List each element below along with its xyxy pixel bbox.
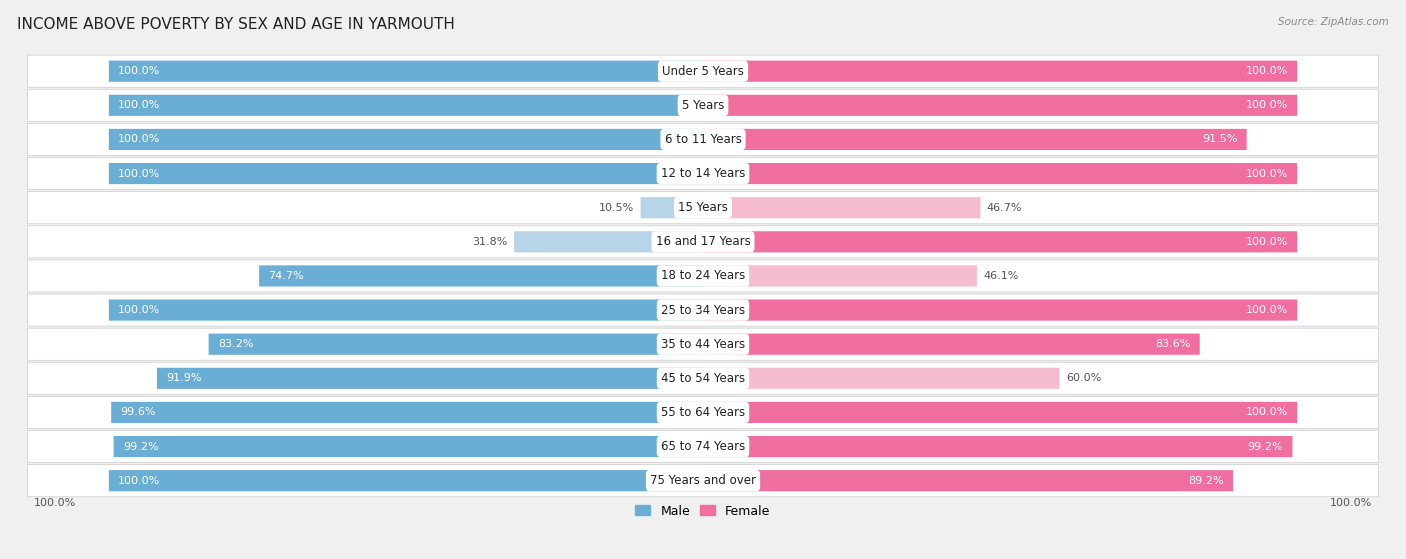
Text: 55 to 64 Years: 55 to 64 Years <box>661 406 745 419</box>
Text: 91.9%: 91.9% <box>166 373 202 383</box>
Text: 25 to 34 Years: 25 to 34 Years <box>661 304 745 316</box>
FancyBboxPatch shape <box>27 430 1379 463</box>
FancyBboxPatch shape <box>111 402 703 423</box>
Text: 100.0%: 100.0% <box>1246 408 1288 418</box>
Text: 31.8%: 31.8% <box>472 237 508 247</box>
FancyBboxPatch shape <box>108 60 703 82</box>
FancyBboxPatch shape <box>114 436 703 457</box>
Text: 10.5%: 10.5% <box>599 203 634 212</box>
Text: 100.0%: 100.0% <box>118 135 160 144</box>
FancyBboxPatch shape <box>703 163 1298 184</box>
Text: 100.0%: 100.0% <box>1330 498 1372 508</box>
Text: 100.0%: 100.0% <box>1246 305 1288 315</box>
Text: 83.6%: 83.6% <box>1154 339 1191 349</box>
FancyBboxPatch shape <box>641 197 703 218</box>
Text: 45 to 54 Years: 45 to 54 Years <box>661 372 745 385</box>
Text: 89.2%: 89.2% <box>1188 476 1223 486</box>
Text: INCOME ABOVE POVERTY BY SEX AND AGE IN YARMOUTH: INCOME ABOVE POVERTY BY SEX AND AGE IN Y… <box>17 17 454 32</box>
FancyBboxPatch shape <box>157 368 703 389</box>
Text: 91.5%: 91.5% <box>1202 135 1237 144</box>
Text: 65 to 74 Years: 65 to 74 Years <box>661 440 745 453</box>
Legend: Male, Female: Male, Female <box>630 500 776 523</box>
Text: 100.0%: 100.0% <box>118 66 160 76</box>
Text: 6 to 11 Years: 6 to 11 Years <box>665 133 741 146</box>
Text: 100.0%: 100.0% <box>118 476 160 486</box>
FancyBboxPatch shape <box>108 94 703 116</box>
Text: 100.0%: 100.0% <box>1246 66 1288 76</box>
FancyBboxPatch shape <box>27 158 1379 190</box>
Text: 75 Years and over: 75 Years and over <box>650 474 756 487</box>
FancyBboxPatch shape <box>703 60 1298 82</box>
FancyBboxPatch shape <box>108 470 703 491</box>
Text: Source: ZipAtlas.com: Source: ZipAtlas.com <box>1278 17 1389 27</box>
Text: 83.2%: 83.2% <box>218 339 253 349</box>
Text: 74.7%: 74.7% <box>269 271 304 281</box>
FancyBboxPatch shape <box>27 226 1379 258</box>
FancyBboxPatch shape <box>703 266 977 287</box>
Text: 99.6%: 99.6% <box>121 408 156 418</box>
Text: 100.0%: 100.0% <box>118 169 160 178</box>
FancyBboxPatch shape <box>27 396 1379 429</box>
FancyBboxPatch shape <box>703 402 1298 423</box>
FancyBboxPatch shape <box>27 55 1379 87</box>
FancyBboxPatch shape <box>703 470 1233 491</box>
FancyBboxPatch shape <box>27 89 1379 121</box>
FancyBboxPatch shape <box>108 129 703 150</box>
FancyBboxPatch shape <box>703 300 1298 321</box>
Text: 15 Years: 15 Years <box>678 201 728 214</box>
Text: 16 and 17 Years: 16 and 17 Years <box>655 235 751 248</box>
FancyBboxPatch shape <box>703 197 980 218</box>
FancyBboxPatch shape <box>703 334 1199 355</box>
FancyBboxPatch shape <box>27 124 1379 155</box>
FancyBboxPatch shape <box>703 231 1298 253</box>
Text: 12 to 14 Years: 12 to 14 Years <box>661 167 745 180</box>
FancyBboxPatch shape <box>108 300 703 321</box>
Text: 100.0%: 100.0% <box>1246 237 1288 247</box>
FancyBboxPatch shape <box>259 266 703 287</box>
FancyBboxPatch shape <box>703 368 1060 389</box>
FancyBboxPatch shape <box>27 328 1379 360</box>
Text: 100.0%: 100.0% <box>34 498 76 508</box>
Text: 100.0%: 100.0% <box>118 100 160 110</box>
Text: Under 5 Years: Under 5 Years <box>662 65 744 78</box>
FancyBboxPatch shape <box>703 94 1298 116</box>
FancyBboxPatch shape <box>27 465 1379 497</box>
FancyBboxPatch shape <box>27 192 1379 224</box>
FancyBboxPatch shape <box>27 260 1379 292</box>
Text: 5 Years: 5 Years <box>682 99 724 112</box>
FancyBboxPatch shape <box>108 163 703 184</box>
Text: 99.2%: 99.2% <box>122 442 159 452</box>
Text: 46.7%: 46.7% <box>987 203 1022 212</box>
Text: 100.0%: 100.0% <box>118 305 160 315</box>
Text: 100.0%: 100.0% <box>1246 169 1288 178</box>
FancyBboxPatch shape <box>703 129 1247 150</box>
Text: 100.0%: 100.0% <box>1246 100 1288 110</box>
FancyBboxPatch shape <box>208 334 703 355</box>
Text: 99.2%: 99.2% <box>1247 442 1284 452</box>
FancyBboxPatch shape <box>27 362 1379 394</box>
FancyBboxPatch shape <box>703 436 1292 457</box>
FancyBboxPatch shape <box>515 231 703 253</box>
Text: 35 to 44 Years: 35 to 44 Years <box>661 338 745 350</box>
Text: 46.1%: 46.1% <box>983 271 1018 281</box>
Text: 60.0%: 60.0% <box>1066 373 1101 383</box>
FancyBboxPatch shape <box>27 294 1379 326</box>
Text: 18 to 24 Years: 18 to 24 Years <box>661 269 745 282</box>
